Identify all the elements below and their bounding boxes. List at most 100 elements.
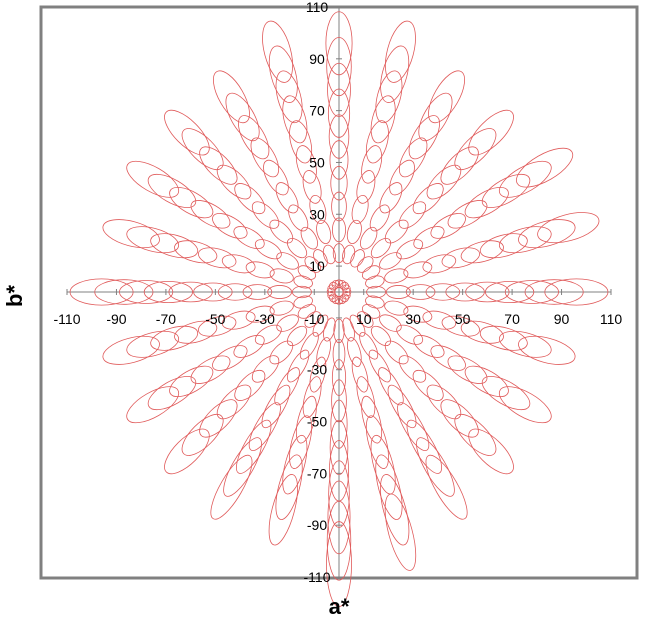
- data-ellipse: [242, 284, 273, 300]
- x-tick-label: -70: [156, 311, 176, 327]
- data-ellipse: [282, 95, 308, 144]
- data-ellipse: [366, 285, 387, 299]
- data-ellipse: [330, 165, 348, 201]
- data-ellipse: [379, 314, 402, 332]
- data-ellipse: [251, 355, 280, 383]
- data-ellipse: [370, 237, 392, 259]
- x-tick-label: 10: [356, 311, 372, 327]
- data-ellipse: [464, 186, 509, 219]
- data-ellipse: [369, 204, 390, 232]
- data-ellipse: [217, 283, 253, 301]
- data-ellipse: [347, 337, 362, 367]
- data-ellipse: [389, 159, 415, 196]
- center-ring-ellipse: [340, 293, 349, 303]
- data-ellipse: [221, 254, 256, 274]
- data-ellipse: [126, 386, 180, 424]
- data-ellipse: [356, 311, 374, 328]
- data-ellipse: [216, 384, 252, 420]
- center-ring-ellipse: [329, 293, 338, 303]
- data-ellipse: [197, 247, 237, 269]
- data-ellipse: [418, 92, 453, 142]
- data-ellipse: [274, 367, 300, 406]
- data-ellipse: [398, 201, 427, 229]
- data-ellipse: [251, 201, 280, 229]
- data-ellipse: [441, 315, 481, 337]
- data-ellipse: [326, 500, 352, 581]
- data-ellipse: [297, 265, 317, 280]
- data-ellipse: [276, 252, 299, 270]
- data-ellipse: [356, 256, 374, 273]
- data-ellipse: [361, 395, 383, 444]
- data-ellipse: [329, 419, 349, 476]
- data-ellipse: [309, 356, 327, 393]
- data-ellipse: [302, 376, 322, 418]
- data-ellipse: [403, 261, 433, 279]
- data-ellipse: [370, 325, 392, 347]
- center-ring-ellipse: [340, 281, 349, 291]
- data-ellipse: [331, 191, 347, 222]
- data-ellipse: [445, 282, 485, 302]
- y-tick-label: 70: [309, 103, 325, 119]
- data-ellipse: [468, 109, 514, 156]
- data-ellipse: [213, 70, 250, 124]
- data-ellipse: [331, 359, 347, 396]
- data-ellipse: [428, 70, 465, 124]
- y-tick-label: 50: [309, 154, 325, 170]
- data-ellipse: [356, 376, 376, 418]
- data-ellipse: [326, 37, 352, 97]
- data-ellipse: [384, 20, 416, 83]
- data-ellipse: [212, 213, 248, 239]
- data-ellipse: [325, 11, 353, 76]
- x-tick-label: 30: [405, 311, 421, 327]
- data-ellipse: [365, 415, 389, 469]
- data-ellipse: [150, 325, 199, 351]
- data-ellipse: [387, 384, 417, 429]
- data-ellipse: [544, 278, 609, 306]
- data-ellipse: [422, 254, 457, 274]
- data-ellipse: [327, 480, 351, 555]
- data-ellipse: [164, 109, 210, 156]
- data-ellipse: [333, 318, 345, 344]
- x-tick-label: -30: [255, 311, 275, 327]
- x-tick-labels: -110 -90 -70 -50 -30 -10 10 30 50 70 90 110: [54, 311, 623, 327]
- center-ring-ellipse: [334, 279, 344, 289]
- data-ellipse: [245, 305, 275, 323]
- data-ellipse: [396, 239, 424, 260]
- data-ellipse: [304, 311, 322, 328]
- data-ellipse: [329, 140, 349, 180]
- data-ellipse: [275, 70, 303, 124]
- data-ellipse: [216, 164, 252, 200]
- data-ellipse: [518, 335, 576, 365]
- data-ellipse: [289, 120, 313, 164]
- data-ellipse: [384, 219, 409, 244]
- data-ellipse: [380, 45, 410, 103]
- data-ellipse: [268, 474, 298, 546]
- y-tick-label: 90: [309, 51, 325, 67]
- data-ellipse: [504, 280, 559, 304]
- data-ellipse: [261, 384, 291, 429]
- center-ring-ellipse: [327, 284, 337, 294]
- data-ellipse: [447, 200, 488, 229]
- data-ellipse: [332, 243, 346, 264]
- data-ellipse: [287, 349, 310, 383]
- center-ring-ellipse: [326, 287, 336, 297]
- data-ellipse: [330, 399, 348, 449]
- data-ellipse: [94, 279, 154, 305]
- data-ellipse: [481, 376, 531, 411]
- data-ellipse: [316, 337, 331, 367]
- data-ellipse: [405, 284, 436, 300]
- center-ring-ellipse: [341, 290, 351, 300]
- data-ellipse: [361, 304, 381, 319]
- data-ellipse: [375, 454, 403, 520]
- y-tick-label: 30: [309, 206, 325, 222]
- data-ellipse: [268, 45, 298, 103]
- data-ellipse: [150, 233, 199, 259]
- data-ellipse: [276, 314, 299, 332]
- data-ellipse: [197, 315, 237, 337]
- center-ring-ellipse: [331, 295, 341, 305]
- data-ellipse: [479, 325, 528, 351]
- y-tick-label: 110: [306, 0, 329, 15]
- data-ellipse: [359, 332, 379, 360]
- data-ellipse: [332, 217, 346, 243]
